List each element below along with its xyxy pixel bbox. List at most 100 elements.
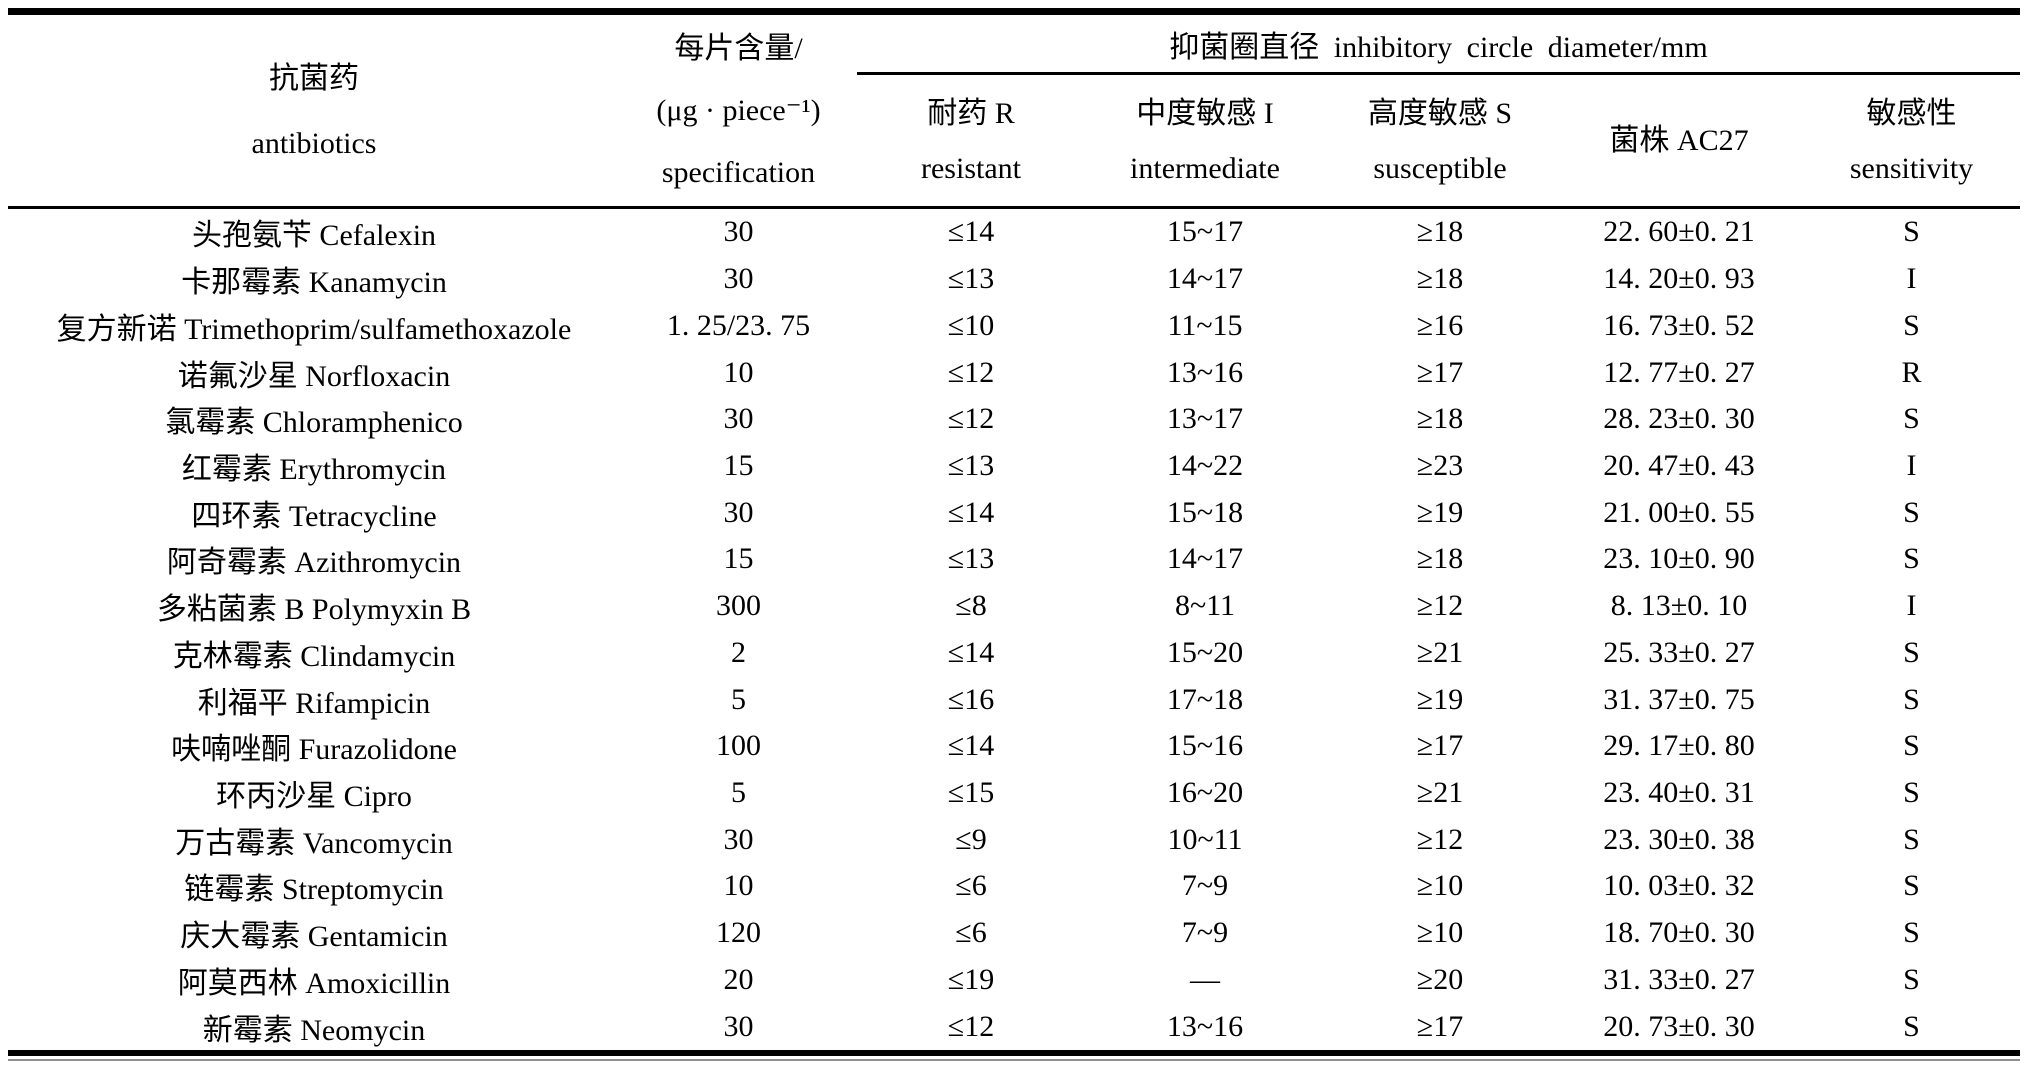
cell-resistant: ≤15 [947,775,995,809]
cell-specification: 10 [723,355,754,389]
table-body: 头孢氨苄 Cefalexin 30 ≤14 15~17 ≥18 22. 60±0… [8,209,2020,1050]
cell-resistant: ≤14 [947,495,995,529]
table-row: 环丙沙星 Cipro 5 ≤15 16~20 ≥21 23. 40±0. 31 … [8,770,2020,817]
cell-resistant: ≤10 [947,308,995,342]
cell-susceptible: ≥19 [1416,495,1464,529]
header-resistant-en: resistant [921,151,1021,185]
cell-resistant: ≤14 [947,635,995,669]
cell-susceptible: ≥10 [1416,869,1464,903]
cell-resistant: ≤6 [955,869,987,903]
cell-antibiotic: 诺氟沙星 Norfloxacin [177,359,451,393]
cell-resistant: ≤13 [947,448,995,482]
cell-antibiotic: 庆大霉素 Gentamicin [180,920,448,954]
cell-specification: 5 [731,775,746,809]
cell-specification: 120 [716,916,761,950]
cell-susceptible: ≥12 [1416,589,1464,623]
cell-strain-ac27: 18. 70±0. 30 [1603,916,1755,950]
cell-antibiotic: 多粘菌素 B Polymyxin B [156,593,472,627]
header-intermediate: 中度敏感 I intermediate [1085,75,1325,206]
table-bottom-rule-shadow [8,1058,2020,1061]
cell-sensitivity: S [1903,542,1920,576]
cell-intermediate: 15~17 [1166,215,1244,249]
cell-resistant: ≤13 [947,542,995,576]
header-sensitivity-zh: 敏感性 [1866,96,1957,130]
cell-antibiotic: 卡那霉素 Kanamycin [181,266,447,300]
cell-specification: 100 [716,729,761,763]
cell-specification: 10 [723,869,754,903]
cell-specification: 300 [716,589,761,623]
table-row: 红霉素 Erythromycin 15 ≤13 14~22 ≥23 20. 47… [8,443,2020,490]
cell-intermediate: 8~11 [1174,589,1236,623]
cell-strain-ac27: 21. 00±0. 55 [1603,495,1755,529]
cell-strain-ac27: 10. 03±0. 32 [1603,869,1755,903]
header-susceptible: 高度敏感 S susceptible [1325,75,1555,206]
cell-susceptible: ≥23 [1416,448,1464,482]
cell-sensitivity: S [1903,682,1920,716]
cell-specification: 30 [723,1009,754,1043]
cell-sensitivity: S [1903,635,1920,669]
cell-antibiotic: 氯霉素 Chloramphenico [165,406,463,440]
cell-sensitivity: S [1903,308,1920,342]
cell-specification: 30 [723,822,754,856]
table-row: 阿奇霉素 Azithromycin 15 ≤13 14~17 ≥18 23. 1… [8,536,2020,583]
antibiotic-susceptibility-table: 抗菌药 antibiotics 每片含量/ (μg · piece⁻¹) spe… [8,8,2020,1061]
table-row: 链霉素 Streptomycin 10 ≤6 7~9 ≥10 10. 03±0.… [8,863,2020,910]
header-antibiotics: 抗菌药 antibiotics [8,15,620,206]
cell-sensitivity: I [1906,448,1917,482]
header-group-inhibitory-circle-diameter: 抑菌圈直径 inhibitory circle diameter/mm [857,15,2020,75]
cell-strain-ac27: 31. 33±0. 27 [1603,962,1755,996]
cell-antibiotic: 利福平 Rifampicin [197,686,431,720]
cell-antibiotic: 头孢氨苄 Cefalexin [191,219,437,253]
table-row: 利福平 Rifampicin 5 ≤16 17~18 ≥19 31. 37±0.… [8,676,2020,723]
cell-sensitivity: S [1903,1009,1920,1043]
cell-intermediate: 13~16 [1166,1009,1244,1043]
cell-strain-ac27: 8. 13±0. 10 [1610,589,1748,623]
cell-susceptible: ≥18 [1416,402,1464,436]
table-row: 四环素 Tetracycline 30 ≤14 15~18 ≥19 21. 00… [8,489,2020,536]
table-row: 万古霉素 Vancomycin 30 ≤9 10~11 ≥12 23. 30±0… [8,816,2020,863]
cell-specification: 20 [723,962,754,996]
cell-strain-ac27: 23. 10±0. 90 [1603,542,1755,576]
cell-specification: 30 [723,215,754,249]
cell-susceptible: ≥21 [1416,775,1464,809]
header-strain-ac27: 菌株 AC27 [1555,75,1803,206]
table-bottom-rule [8,1049,2020,1056]
cell-intermediate: 14~22 [1166,448,1244,482]
cell-sensitivity: S [1903,729,1920,763]
cell-intermediate: 15~16 [1166,729,1244,763]
cell-susceptible: ≥12 [1416,822,1464,856]
header-specification-line1: 每片含量/ [674,31,803,65]
cell-antibiotic: 阿奇霉素 Azithromycin [166,546,462,580]
cell-antibiotic: 万古霉素 Vancomycin [175,826,453,860]
cell-sensitivity: S [1903,402,1920,436]
cell-antibiotic: 红霉素 Erythromycin [181,452,447,486]
header-specification-unit: (μg · piece⁻¹) [656,93,821,127]
header-specification: 每片含量/ (μg · piece⁻¹) specification [620,15,857,206]
cell-intermediate: 7~9 [1181,869,1229,903]
table-row: 克林霉素 Clindamycin 2 ≤14 15~20 ≥21 25. 33±… [8,629,2020,676]
cell-intermediate: 14~17 [1166,262,1244,296]
header-sensitivity: 敏感性 sensitivity [1803,75,2020,206]
cell-sensitivity: I [1906,589,1917,623]
cell-specification: 2 [731,635,746,669]
cell-intermediate: 16~20 [1166,775,1244,809]
header-susceptible-en: susceptible [1373,151,1507,185]
cell-strain-ac27: 16. 73±0. 52 [1603,308,1755,342]
cell-resistant: ≤14 [947,215,995,249]
cell-sensitivity: S [1903,962,1920,996]
table-row: 诺氟沙星 Norfloxacin 10 ≤12 13~16 ≥17 12. 77… [8,349,2020,396]
table-row: 卡那霉素 Kanamycin 30 ≤13 14~17 ≥18 14. 20±0… [8,256,2020,303]
cell-antibiotic: 链霉素 Streptomycin [184,873,444,907]
cell-strain-ac27: 20. 73±0. 30 [1603,1009,1755,1043]
cell-strain-ac27: 25. 33±0. 27 [1603,635,1755,669]
header-antibiotics-zh: 抗菌药 [269,61,359,95]
header-antibiotics-en: antibiotics [251,126,377,160]
table-row: 氯霉素 Chloramphenico 30 ≤12 13~17 ≥18 28. … [8,396,2020,443]
cell-specification: 30 [723,402,754,436]
cell-sensitivity: S [1903,775,1920,809]
cell-strain-ac27: 23. 40±0. 31 [1603,775,1755,809]
header-intermediate-en: intermediate [1130,151,1280,185]
header-strain-ac27-label: 菌株 AC27 [1609,124,1749,157]
cell-sensitivity: I [1906,262,1917,296]
